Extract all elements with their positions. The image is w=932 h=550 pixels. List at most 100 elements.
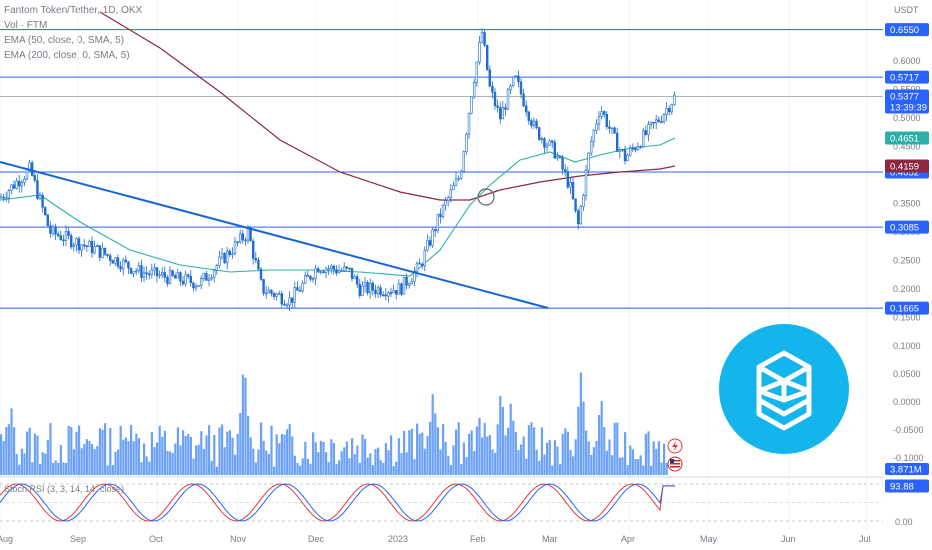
flash-icon[interactable] (667, 438, 683, 454)
candle-body (452, 185, 455, 191)
descending-trendline[interactable] (0, 161, 549, 309)
volume-bar (618, 457, 621, 475)
candle-body (420, 263, 424, 267)
volume-bar (384, 443, 387, 475)
volume-bar (546, 442, 549, 475)
volume-bar (400, 453, 403, 475)
volume-bar (631, 449, 634, 475)
volume-bar (473, 451, 476, 475)
volume-bar (527, 425, 530, 475)
candle-body (150, 269, 153, 276)
volume-bar (200, 431, 203, 475)
volume-bar (577, 406, 580, 475)
ema200-legend[interactable]: EMA (200, close, 0, SMA, 5) (4, 50, 130, 61)
volume-bar (504, 435, 507, 475)
volume-legend[interactable]: Vol · FTM (4, 20, 48, 31)
candle-body (285, 304, 289, 307)
volume-bar (548, 440, 551, 475)
volume-bar (423, 448, 426, 475)
volume-bar (322, 441, 325, 475)
candle-body (592, 130, 596, 142)
time-tick: Mar (542, 534, 558, 544)
candle-body (558, 156, 562, 158)
candle-body (394, 290, 398, 295)
volume-bar (286, 429, 289, 475)
candle-body (236, 241, 239, 244)
volume-bar (2, 441, 5, 475)
volume-bar (223, 447, 226, 475)
volume-bar (436, 427, 439, 475)
volume-bar (205, 435, 208, 475)
candle-body (537, 127, 541, 140)
volume-bar (33, 433, 36, 475)
volume-bar (7, 424, 10, 475)
us-flag-icon[interactable] (667, 456, 683, 472)
candle-body (0, 196, 3, 199)
candle-body (187, 274, 190, 277)
volume-bar (15, 454, 18, 475)
candle-body (72, 244, 76, 248)
volume-bar (650, 465, 653, 475)
candle-body (332, 265, 335, 270)
volume-histogram (0, 372, 668, 475)
candle-body (441, 204, 445, 218)
candle-body (449, 189, 452, 198)
volume-bar (447, 455, 450, 475)
volume-bar (0, 434, 3, 475)
candle-body (283, 303, 286, 306)
volume-bar (410, 428, 413, 475)
volume-bar (111, 465, 114, 475)
volume-bar (507, 427, 510, 475)
volume-bar (148, 461, 151, 475)
candle-body (153, 267, 156, 271)
candle-body (311, 278, 315, 280)
ema50-legend[interactable]: EMA (50, close, 0, SMA, 5) (4, 35, 125, 46)
time-axis: Aug Sep Oct Nov Dec 2023 Feb Mar Apr May Jun Jul (0, 534, 871, 544)
level-tag: 0.3085 (890, 223, 919, 234)
volume-bar (306, 458, 309, 475)
volume-bar (611, 455, 614, 475)
volume-bar (174, 443, 177, 475)
candle-body (314, 268, 317, 279)
volume-bar (169, 451, 172, 475)
candle-body (488, 69, 491, 87)
volume-bar (140, 462, 143, 475)
volume-bar (439, 449, 442, 475)
candle-body (532, 120, 536, 126)
candle-body (67, 231, 70, 236)
candle-body (410, 281, 413, 285)
volume-bar (210, 460, 213, 475)
volume-tick: 0.0000 (893, 397, 921, 407)
candle-body (329, 265, 333, 269)
volume-bar (332, 442, 335, 475)
candle-body (197, 285, 200, 287)
candle-body (161, 272, 164, 276)
candle-body (480, 32, 484, 43)
time-tick: Sep (70, 534, 86, 544)
last-price-tag: 0.5377 (890, 92, 919, 103)
candle-body (70, 235, 73, 248)
volume-bar (288, 424, 291, 475)
candle-body (62, 239, 65, 242)
symbol-title[interactable]: Fantom Token/Tether, 1D, OKX (4, 5, 143, 16)
volume-tag-bg (885, 463, 929, 475)
candle-body (132, 271, 135, 274)
stoch-legend[interactable]: Stoch RSI (3, 3, 14, 14, close) (4, 484, 124, 494)
volume-bar (52, 463, 55, 475)
volume-bar (579, 372, 582, 475)
volume-bar (197, 444, 200, 475)
candle-body (574, 198, 577, 212)
volume-bar (613, 422, 616, 475)
volume-bar (665, 462, 668, 475)
time-tick: Dec (308, 534, 325, 544)
volume-bar (657, 441, 660, 475)
volume-bar (647, 431, 650, 475)
candle-body (296, 287, 299, 291)
candle-body (387, 292, 390, 297)
volume-bar (179, 445, 182, 475)
volume-bar (418, 433, 421, 475)
candle-body (17, 180, 21, 187)
candle-body (303, 275, 307, 284)
volume-bar (122, 439, 125, 475)
